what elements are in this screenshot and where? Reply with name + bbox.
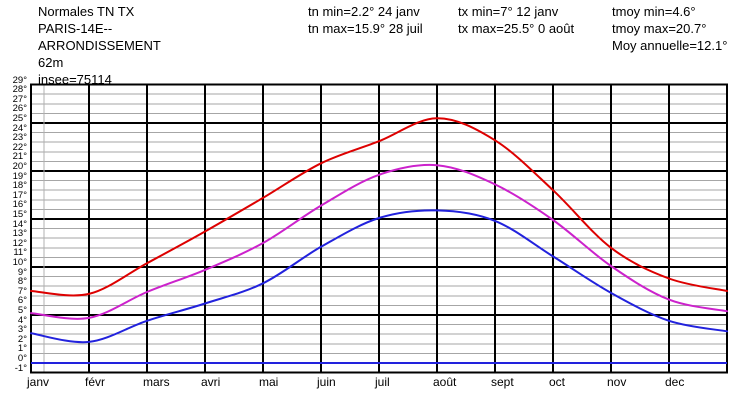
chart-title: Normales TN TX: [38, 4, 135, 19]
x-tick-label-11: nov: [607, 375, 627, 389]
tmoy-max-stat: tmoy max=20.7°: [612, 21, 707, 36]
y-tick-label--1: -1°: [14, 362, 27, 374]
x-tick-label-2: févr: [85, 375, 106, 389]
y-tick-label-13: 13°: [12, 228, 27, 240]
y-tick-label-20: 20°: [12, 161, 27, 172]
x-tick-label-1: janv: [27, 375, 50, 389]
y-tick-label-1: 1°: [17, 343, 27, 355]
y-tick-label-26: 26°: [12, 103, 27, 115]
plot-frame: [30, 83, 728, 374]
y-tick-label-16: 16°: [12, 199, 27, 211]
x-tick-label-3: mars: [143, 375, 170, 389]
tn-curve: [30, 209, 728, 344]
tx-max-stat: tx max=25.5° 0 août: [458, 21, 575, 36]
y-tick-label-29: 29°: [12, 74, 27, 86]
station-altitude: 62m: [38, 55, 64, 70]
x-tick-label-8: août: [433, 375, 457, 389]
station-name-line-1: PARIS-14E--: [38, 21, 113, 36]
station-insee-code: insee=75114: [38, 72, 112, 87]
y-tick-label-21: 21°: [12, 151, 27, 163]
y-tick-label-11: 11°: [13, 247, 27, 259]
x-tick-label-12: dec: [665, 375, 685, 389]
x-tick-label-5: mai: [259, 375, 279, 389]
y-tick-label-0: 0°: [17, 353, 27, 364]
y-tick-label-18: 18°: [12, 180, 27, 192]
y-tick-label-3: 3°: [17, 324, 27, 336]
y-tick-label-23: 23°: [12, 132, 27, 144]
x-tick-label-4: avri: [201, 375, 221, 389]
tmoy-min-stat: tmoy min=4.6°: [612, 4, 696, 19]
y-tick-label-15: 15°: [12, 209, 27, 220]
y-tick-label-14: 14°: [12, 218, 27, 230]
y-tick-label-8: 8°: [17, 276, 27, 288]
y-tick-label-12: 12°: [12, 237, 27, 249]
y-tick-label-4: 4°: [17, 314, 27, 326]
y-tick-label-19: 19°: [12, 170, 27, 182]
y-tick-label-25: 25°: [12, 113, 27, 124]
x-tick-label-10: oct: [549, 375, 566, 389]
y-tick-label-6: 6°: [17, 295, 27, 307]
tmoy-curve: [30, 163, 728, 320]
annual-mean-stat: Moy annuelle=12.1°: [612, 38, 728, 53]
y-tick-label-10: 10°: [12, 257, 27, 268]
y-tick-label-22: 22°: [12, 141, 27, 153]
y-tick-label-9: 9°: [17, 266, 27, 278]
y-tick-label-27: 27°: [12, 93, 27, 105]
tx-curve: [30, 117, 728, 297]
tx-min-stat: tx min=7° 12 janv: [458, 4, 559, 19]
y-tick-label-5: 5°: [17, 305, 27, 316]
x-tick-label-9: sept: [491, 375, 514, 389]
tn-max-stat: tn max=15.9° 28 juil: [308, 21, 423, 36]
x-tick-label-6: juin: [317, 375, 336, 389]
y-tick-label-7: 7°: [17, 285, 27, 297]
tn-min-stat: tn min=2.2° 24 janv: [308, 4, 420, 19]
y-tick-label-17: 17°: [12, 189, 27, 201]
y-tick-label-24: 24°: [12, 122, 27, 134]
y-tick-label-28: 28°: [12, 84, 27, 96]
y-tick-label-2: 2°: [17, 333, 27, 345]
station-name-line-2: ARRONDISSEMENT: [38, 38, 161, 53]
x-tick-label-7: juil: [375, 375, 390, 389]
